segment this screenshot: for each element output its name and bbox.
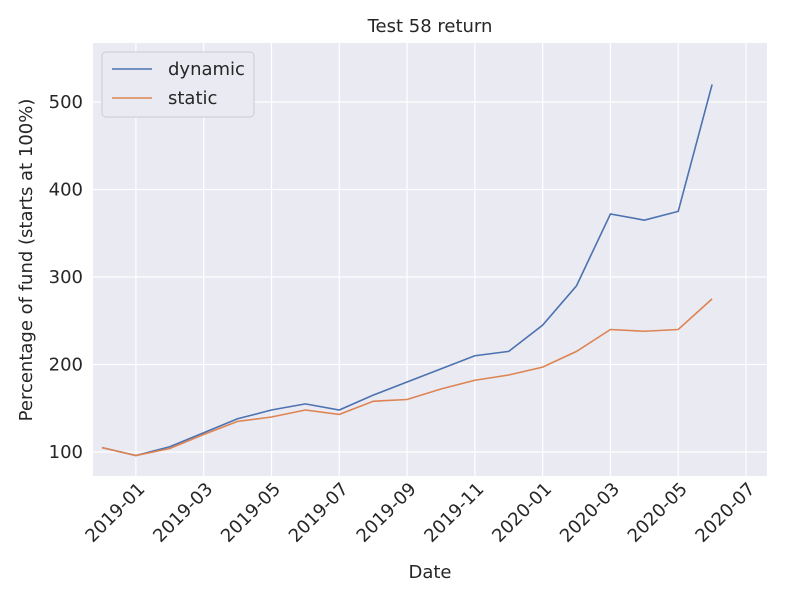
legend-label: dynamic (168, 59, 245, 80)
legend-label: static (168, 88, 217, 109)
x-tick-label: 2020-03 (556, 479, 624, 547)
x-tick-label: 2019-07 (285, 479, 353, 547)
x-tick-label: 2019-11 (420, 479, 488, 547)
x-tick-label: 2020-01 (488, 479, 556, 547)
x-axis-label: Date (408, 562, 451, 583)
x-tick-label: 2019-05 (217, 479, 285, 547)
line (101, 298, 713, 457)
x-tick-label: 2019-09 (353, 479, 421, 547)
y-axis-label: Percentage of fund (starts at 100%) (16, 99, 37, 422)
x-tick-label: 2020-05 (624, 479, 692, 547)
line (101, 84, 713, 457)
x-tick-label: 2020-07 (691, 479, 759, 547)
y-tick-label: 400 (49, 179, 83, 200)
y-tick-label: 300 (49, 267, 83, 288)
x-tick-label: 2019-01 (81, 479, 149, 547)
y-tick-label: 200 (49, 355, 83, 376)
y-tick-label: 500 (49, 92, 83, 113)
chart-title: Test 58 return (367, 16, 493, 37)
y-tick-label: 100 (49, 442, 83, 463)
x-tick-label: 2019-03 (149, 479, 217, 547)
